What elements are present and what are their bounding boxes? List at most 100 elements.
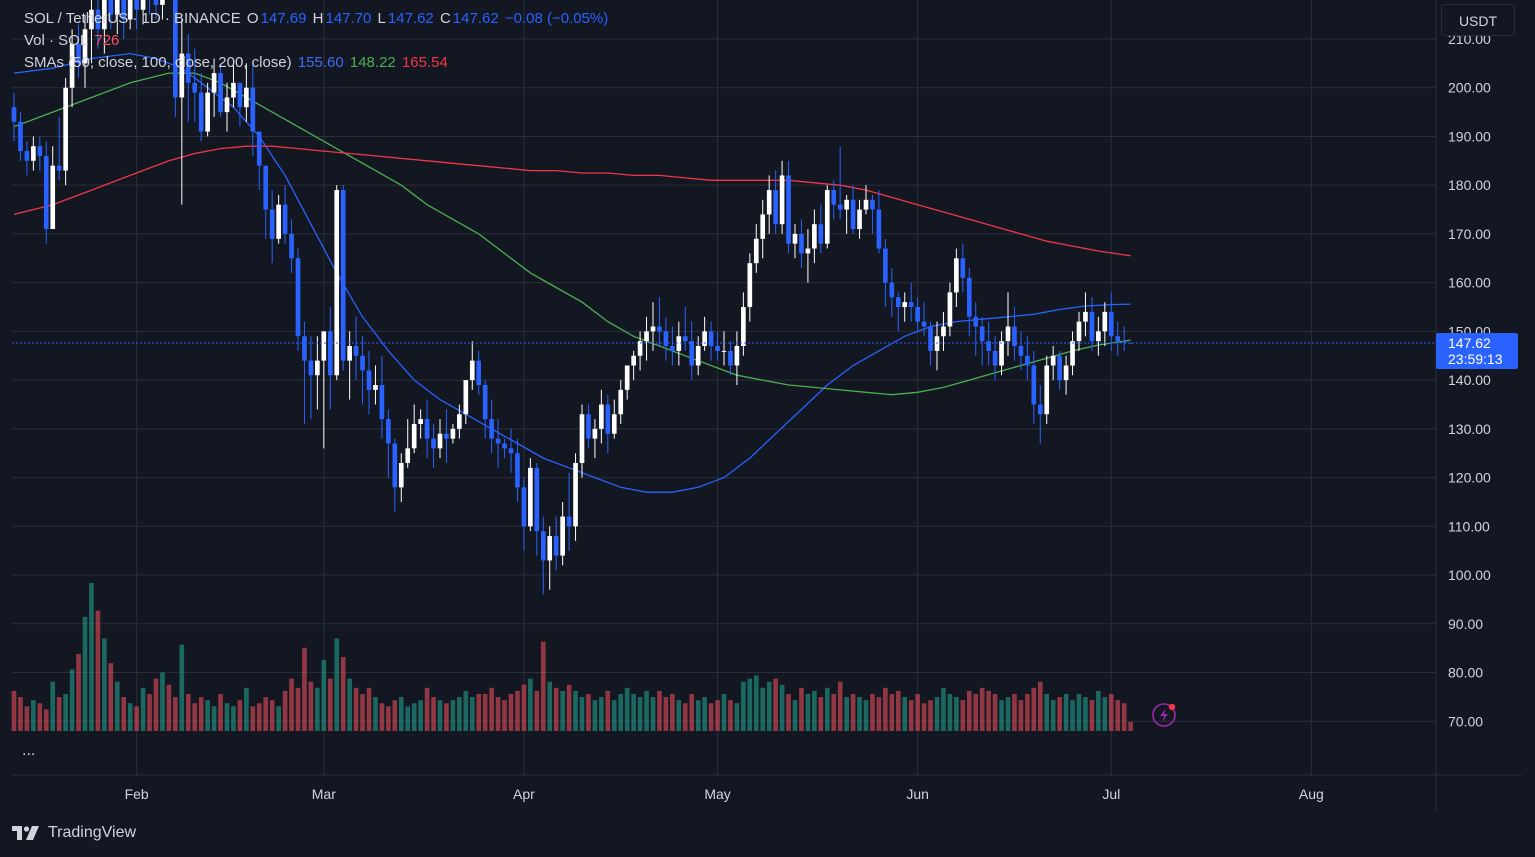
last-price-value: 147.62 bbox=[1448, 335, 1491, 351]
candle-body bbox=[766, 190, 772, 215]
candle-body bbox=[373, 384, 378, 390]
volume-bar bbox=[418, 700, 423, 731]
candle-body bbox=[405, 448, 411, 463]
candle-body bbox=[631, 355, 636, 366]
volume-bar bbox=[276, 706, 281, 731]
volume-bar bbox=[663, 697, 669, 731]
candle-body bbox=[1018, 346, 1024, 356]
more-button[interactable]: ... bbox=[22, 742, 36, 759]
volume-bar bbox=[334, 638, 340, 731]
legend-smas[interactable]: SMAs (50, close, 100, close, 200, close)… bbox=[24, 54, 450, 71]
candle-body bbox=[941, 326, 946, 337]
x-tick-label: Jul bbox=[1102, 786, 1120, 802]
candle-body bbox=[889, 282, 895, 298]
volume-bar bbox=[586, 694, 591, 731]
x-tick-label: May bbox=[704, 786, 730, 802]
close-value: 147.62 bbox=[452, 10, 499, 27]
volume-bar bbox=[805, 694, 811, 731]
volume-bar bbox=[611, 700, 617, 731]
candle-body bbox=[289, 233, 294, 259]
volume-bar bbox=[76, 653, 81, 731]
candle-body bbox=[276, 204, 281, 239]
candle-body bbox=[308, 360, 314, 376]
candle-body bbox=[153, 0, 159, 5]
candle-body bbox=[43, 155, 49, 230]
candle-body bbox=[973, 316, 979, 327]
candle-body bbox=[999, 341, 1004, 366]
candle-body bbox=[515, 453, 520, 488]
candle-body bbox=[960, 258, 966, 278]
symbol-label[interactable]: SOL / TetherUS · 1D · BINANCE bbox=[24, 10, 241, 27]
volume-bar bbox=[147, 694, 152, 731]
volume-bar bbox=[179, 644, 185, 731]
volume-bar bbox=[1037, 681, 1043, 731]
candle-body bbox=[528, 467, 533, 527]
candle-body bbox=[418, 419, 423, 424]
candle-body bbox=[760, 214, 766, 239]
candle-body bbox=[1121, 341, 1127, 343]
candle-body bbox=[624, 365, 630, 390]
candle-body bbox=[63, 87, 68, 171]
candle-body bbox=[928, 326, 933, 351]
volume-bar bbox=[237, 700, 243, 731]
candle-body bbox=[1102, 311, 1108, 332]
volume-bar bbox=[502, 700, 507, 731]
volume-bar bbox=[160, 672, 165, 731]
candle-body bbox=[1031, 365, 1037, 405]
volume-bar bbox=[824, 687, 830, 731]
volume-bar bbox=[1018, 700, 1024, 731]
volume-bar bbox=[618, 694, 624, 731]
candle-body bbox=[502, 443, 507, 449]
volume-bar bbox=[121, 697, 127, 731]
candle-body bbox=[966, 277, 972, 317]
volume-bar bbox=[960, 700, 966, 731]
candle-body bbox=[366, 370, 372, 390]
candle-body bbox=[1050, 355, 1056, 366]
brand[interactable]: TradingView bbox=[12, 824, 136, 842]
candle-body bbox=[1115, 336, 1121, 342]
currency-button[interactable]: USDT bbox=[1441, 4, 1515, 36]
candle-body bbox=[237, 82, 243, 108]
volume-bar bbox=[366, 687, 372, 731]
legend-volume[interactable]: Vol · SOL 726 bbox=[24, 32, 121, 49]
candle-body bbox=[1005, 326, 1011, 342]
volume-bar bbox=[831, 694, 837, 731]
candle-body bbox=[947, 292, 953, 327]
volume-bar bbox=[928, 700, 933, 731]
alert-icon[interactable] bbox=[1152, 703, 1176, 727]
candle-body bbox=[457, 414, 462, 429]
last-price-tag-bg bbox=[1436, 332, 1518, 369]
high-value: 147.70 bbox=[325, 10, 372, 27]
volume-bar bbox=[63, 694, 68, 731]
candle-body bbox=[315, 360, 320, 376]
volume-bar bbox=[973, 694, 979, 731]
candle-body bbox=[1089, 311, 1095, 342]
candle-body bbox=[127, 0, 133, 20]
volume-bar bbox=[734, 703, 740, 731]
volume-bar bbox=[908, 700, 914, 731]
volume-bar bbox=[198, 697, 204, 731]
price-scale-area[interactable] bbox=[1436, 0, 1535, 812]
candle-body bbox=[682, 336, 688, 342]
candle-body bbox=[108, 0, 114, 15]
candle-body bbox=[689, 341, 695, 366]
candle-body bbox=[611, 414, 617, 434]
x-tick-label: Apr bbox=[513, 786, 535, 802]
candle-body bbox=[140, 0, 146, 10]
candle-body bbox=[347, 346, 352, 361]
y-tick-label: 200.00 bbox=[1448, 80, 1491, 96]
candle-body bbox=[1057, 355, 1062, 381]
volume-bar bbox=[411, 703, 417, 731]
candle-body bbox=[992, 350, 998, 366]
volume-bar bbox=[302, 647, 307, 731]
volume-bar bbox=[192, 703, 198, 731]
volume-bar bbox=[463, 690, 469, 731]
candle-body bbox=[553, 536, 559, 556]
candle-body bbox=[786, 175, 791, 244]
candle-body bbox=[82, 29, 88, 64]
volume-bar bbox=[844, 697, 849, 731]
volume-bar bbox=[295, 687, 301, 731]
volume-bar bbox=[999, 700, 1004, 731]
candle-body bbox=[560, 516, 565, 556]
